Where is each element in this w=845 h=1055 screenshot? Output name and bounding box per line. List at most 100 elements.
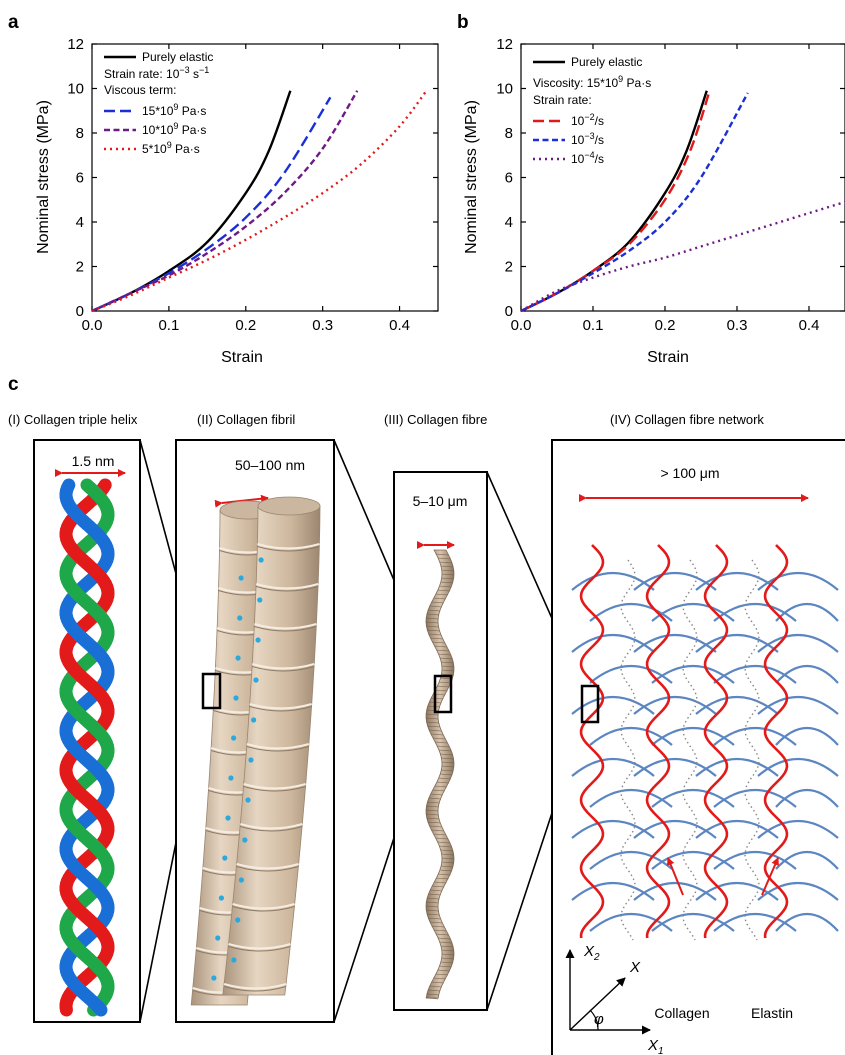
crosslink-dot [211,975,217,981]
helix-strand-segment [79,595,96,612]
fibril-band-shadow [249,706,312,712]
series-line-3 [520,200,845,313]
legend-label-1e-3: 10−3/s [571,131,604,147]
fibre-stripe [428,989,441,992]
helix-strand-segment [81,754,98,771]
fibril-band-shadow [223,986,287,992]
fibre-stripe [436,781,449,784]
fibre-dimension-label: 5–10 μm [413,493,468,509]
elastin-fibre [651,664,735,684]
crosslink-dot [257,597,263,603]
fibre-stripe [432,737,445,740]
chart-b-ytick: 6 [505,170,513,187]
chart-b-xtick: 0.4 [799,317,820,334]
fibre-stripe [432,885,445,888]
fibre-stripe [426,713,439,716]
chart-a-xtick: 0.2 [235,317,256,334]
chart-a-axes [91,43,439,312]
panel-label-b: b [457,12,469,33]
fibre-stripe [427,913,440,916]
chart-b-ytick: 10 [496,81,513,98]
legend-viscosity: Viscosity: 15*109 Pa·s [533,74,651,90]
fibre-stripe [437,685,450,688]
network-frame [551,439,845,1055]
fibre-stripe [440,565,453,568]
elastin-fibre [571,757,655,777]
fibre-stripe [437,969,450,972]
stage-title-triple-helix: (I) Collagen triple helix [8,412,138,427]
elastin-fibre [775,788,839,808]
crosslink-dot [258,557,264,563]
fibre-stripe [441,665,454,668]
fibre-stripe [436,933,449,936]
fibre-stripe [428,633,441,636]
triple-helix-panel: 1.5 nm [33,439,141,1023]
fibre-stripe [426,813,439,816]
crosslink-dot [235,655,241,661]
fibre-stripe [433,929,447,932]
chart-b-series [520,90,845,313]
fibre-stripe [426,909,439,912]
fibre-stripe [438,749,451,752]
fibre-stripe [441,757,454,760]
fibre-stripe [426,901,439,904]
x1-axis-label: X1 [647,1037,664,1055]
collagen-fibre [703,544,729,939]
fibril-cap [257,496,321,516]
fibre-stripe [441,957,454,960]
fibre-stripe [426,809,439,812]
legend-label-5e9: 5*109 Pa·s [142,140,200,156]
fibre-stripe [441,857,455,860]
fibre-stripe [437,841,450,844]
fibre-stripe [427,821,440,824]
elastin-fibre [775,664,839,684]
elastin-fibre [589,726,673,746]
fibre-stripe [428,797,441,800]
fibre-stripe [435,741,448,744]
fibre-stripe [429,605,442,608]
fibril-drawing [190,496,321,1006]
elastin-fibre [651,726,735,746]
chart-a-series [91,90,428,313]
elastin-fibre [589,602,673,622]
crosslink-dot [231,735,237,741]
phi-label: φ [594,1011,604,1028]
fibril-band-shadow [257,546,320,552]
fibre-stripe [439,845,452,848]
elastin-fibre [589,664,673,684]
legend-label-purely-elastic: Purely elastic [142,50,213,64]
chart-a: 0.0 0.1 0.2 0.3 0.4 0 2 4 6 8 10 12 Stra… [35,36,439,366]
fibre-stripe [439,941,452,944]
network-zoom-box [580,684,600,724]
stage-title-fibril: (II) Collagen fibril [197,412,295,427]
chart-b-ylabel: Nominal stress (MPa) [463,100,480,254]
fibre-stripe [435,973,448,976]
chart-a-xtick: 0.4 [389,317,410,334]
fibre-stripe [440,849,453,852]
fibre-stripe [440,961,453,964]
phi-arc [589,1009,599,1031]
chart-b-xtick: 0.1 [583,317,604,334]
fibril-band-shadow [243,786,306,792]
legend-heading-viscous: Viscous term: [104,83,176,97]
helix-strand-segment [81,676,99,693]
elastin-fibre [713,912,797,932]
fibre-stripe [428,917,441,920]
elastin-fibre [651,788,735,808]
panel-label-a: a [8,12,19,33]
elastin-fibre [633,695,717,715]
chart-b-ytick: 4 [505,214,513,231]
legend-heading-strain-rate: Strain rate: [533,93,592,107]
fibre-panel: 5–10 μm [393,471,488,1011]
fibre-stripe [426,613,439,616]
fibre-stripe [440,945,453,948]
elastin-fibre [757,881,839,901]
elastin-fibre [757,819,839,839]
network-dimension-label: > 100 μm [660,465,719,481]
fibre-stripe [438,777,451,780]
elastin-fibre [695,819,779,839]
fibre-stripe [431,697,444,700]
legend-label-1e-4: 10−4/s [571,150,604,166]
matrix-fibre [682,559,698,941]
fibre-stripe [427,629,440,632]
